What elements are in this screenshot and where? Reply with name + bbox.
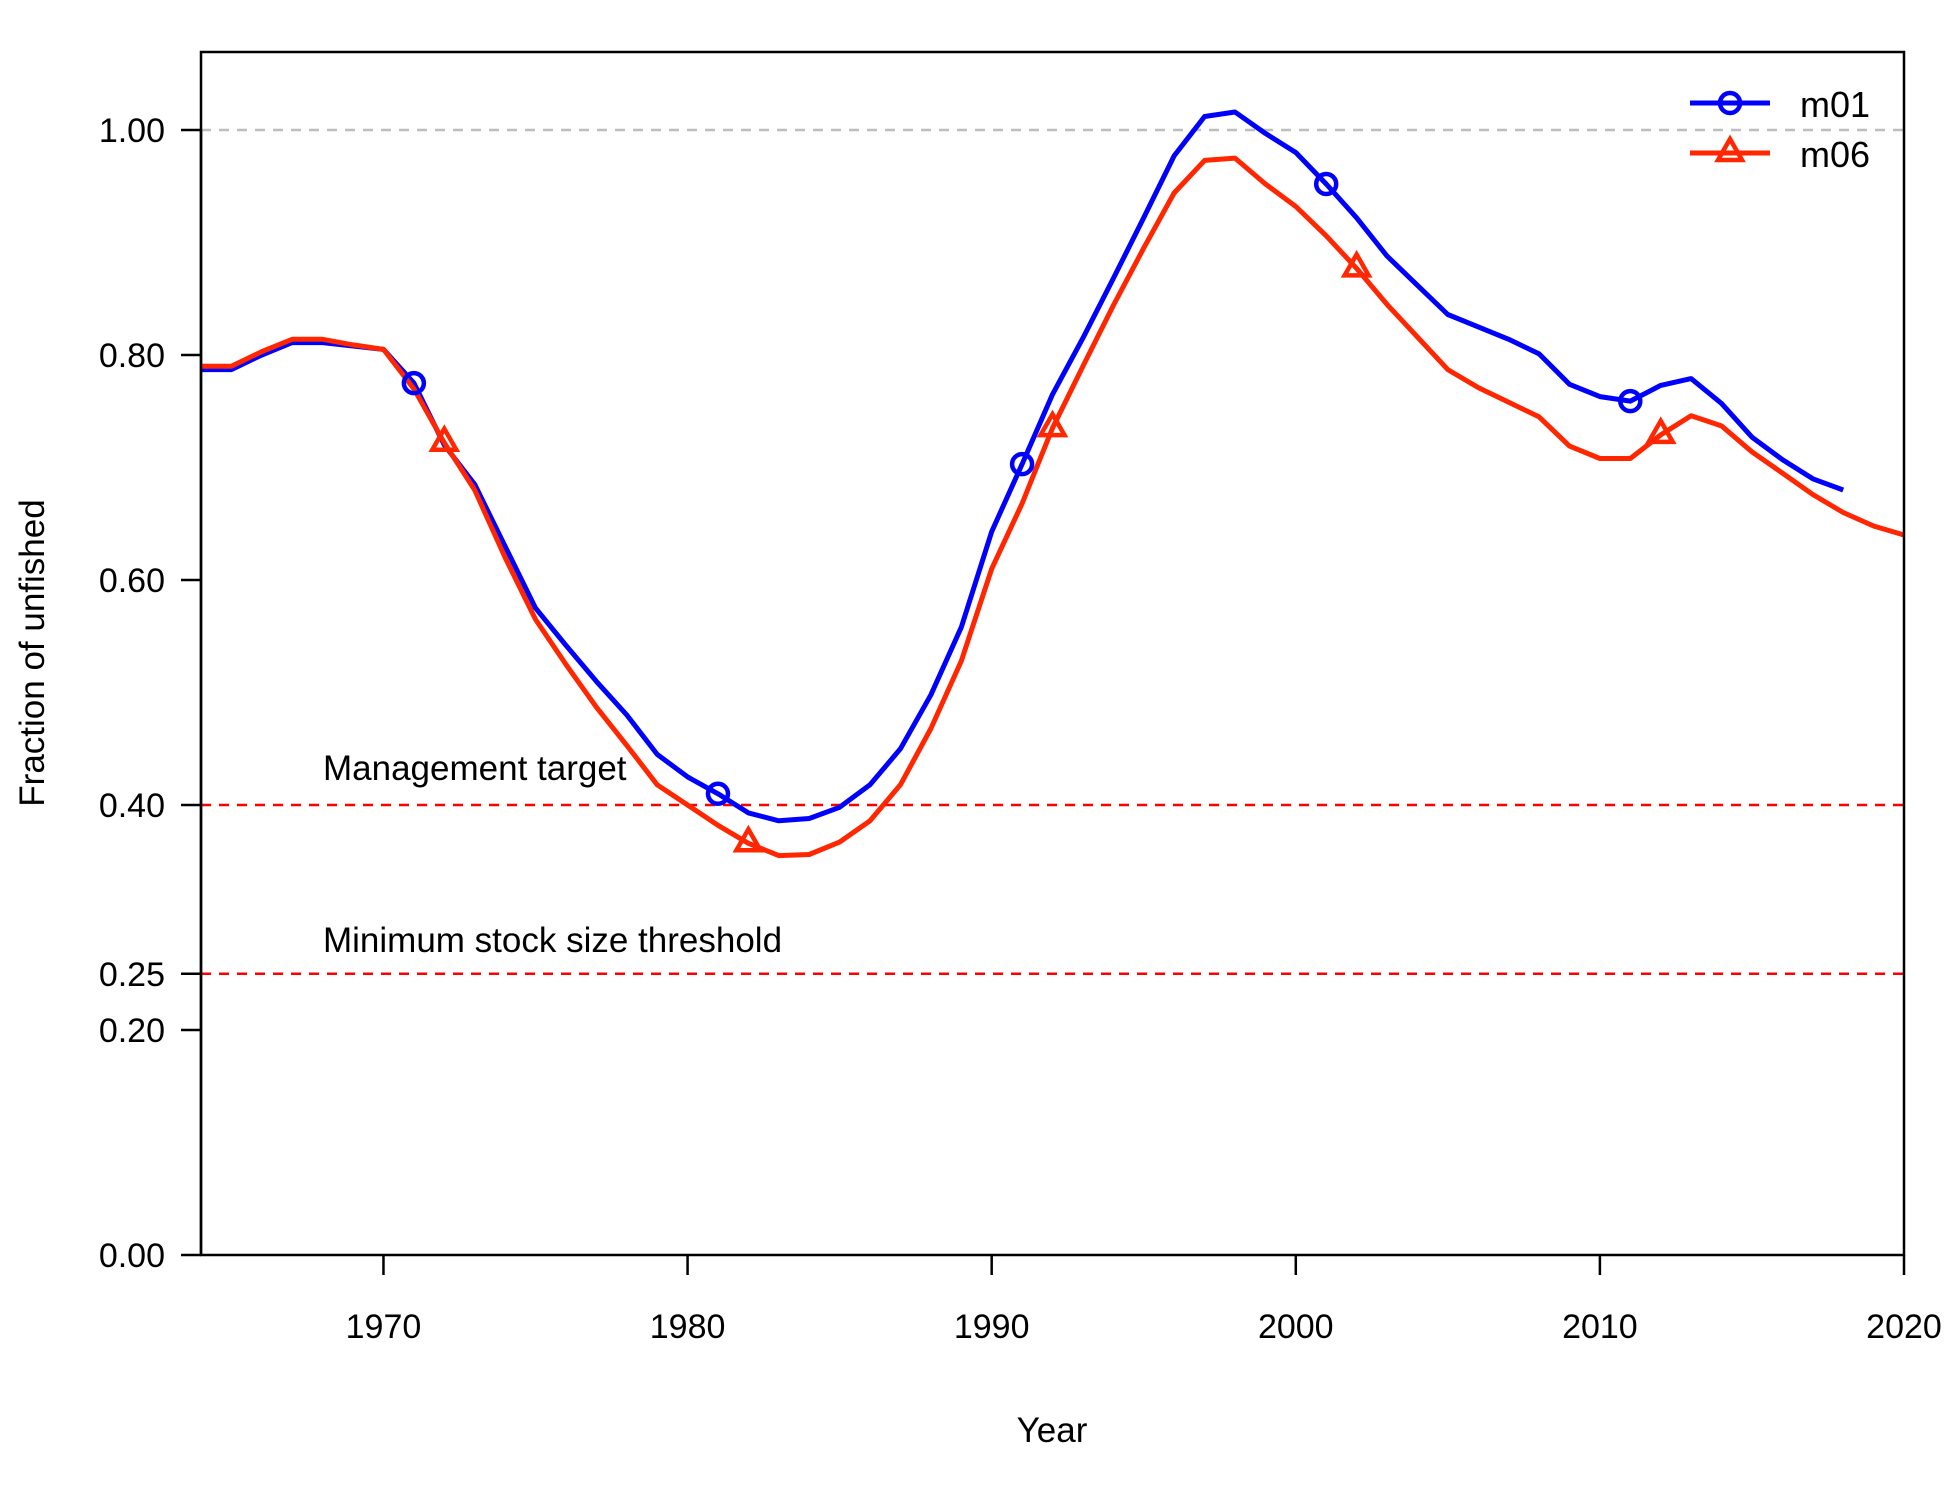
x-tick-label: 1990 — [954, 1308, 1030, 1346]
x-tick-label: 1980 — [650, 1308, 726, 1346]
legend: m01 m06 — [1690, 84, 1870, 175]
series-line-m06 — [201, 155, 1905, 859]
marker-m01 — [401, 370, 427, 396]
plot-frame — [199, 50, 1906, 1257]
marker-m01 — [1313, 171, 1339, 197]
legend-label-m06: m06 — [1800, 134, 1870, 175]
marker-m01 — [1009, 451, 1035, 477]
y-axis: 0.00 0.20 0.25 0.40 0.60 0.80 1.00 — [99, 112, 203, 1275]
annotation-management-target: Management target — [323, 749, 627, 788]
y-tick-label: 1.00 — [99, 112, 165, 150]
series-markers — [401, 171, 1677, 853]
x-tick-label: 2000 — [1258, 1308, 1334, 1346]
reference-lines — [201, 128, 1904, 975]
marker-m06 — [732, 824, 765, 853]
marker-m06 — [428, 424, 461, 452]
y-tick-label: 0.40 — [99, 787, 165, 825]
series-lines — [201, 109, 1905, 859]
y-tick-label: 0.80 — [99, 337, 165, 375]
series-line-m01 — [201, 109, 1845, 824]
legend-label-m01: m01 — [1800, 84, 1870, 125]
y-tick-label: 0.25 — [99, 956, 165, 994]
y-tick-label: 0.60 — [99, 562, 165, 600]
annotation-minimum-stock-size-threshold: Minimum stock size threshold — [323, 921, 782, 960]
x-tick-label: 2020 — [1866, 1308, 1942, 1346]
marker-m06 — [1036, 409, 1069, 438]
x-tick-label: 2010 — [1562, 1308, 1638, 1346]
y-axis-title: Fraction of unfished — [13, 499, 52, 806]
x-axis: 1970 1980 1990 2000 2010 2020 — [346, 1255, 1942, 1346]
legend-marker-m01 — [1717, 90, 1743, 116]
marker-m01 — [1618, 388, 1643, 414]
legend-marker-m06 — [1714, 134, 1746, 163]
marker-m06 — [1340, 249, 1373, 278]
y-tick-label: 0.00 — [99, 1237, 165, 1275]
y-tick-label: 0.20 — [99, 1012, 165, 1050]
x-tick-label: 1970 — [346, 1308, 422, 1346]
marker-m01 — [705, 781, 731, 806]
marker-m06 — [1644, 416, 1677, 445]
x-axis-title: Year — [1017, 1411, 1088, 1450]
